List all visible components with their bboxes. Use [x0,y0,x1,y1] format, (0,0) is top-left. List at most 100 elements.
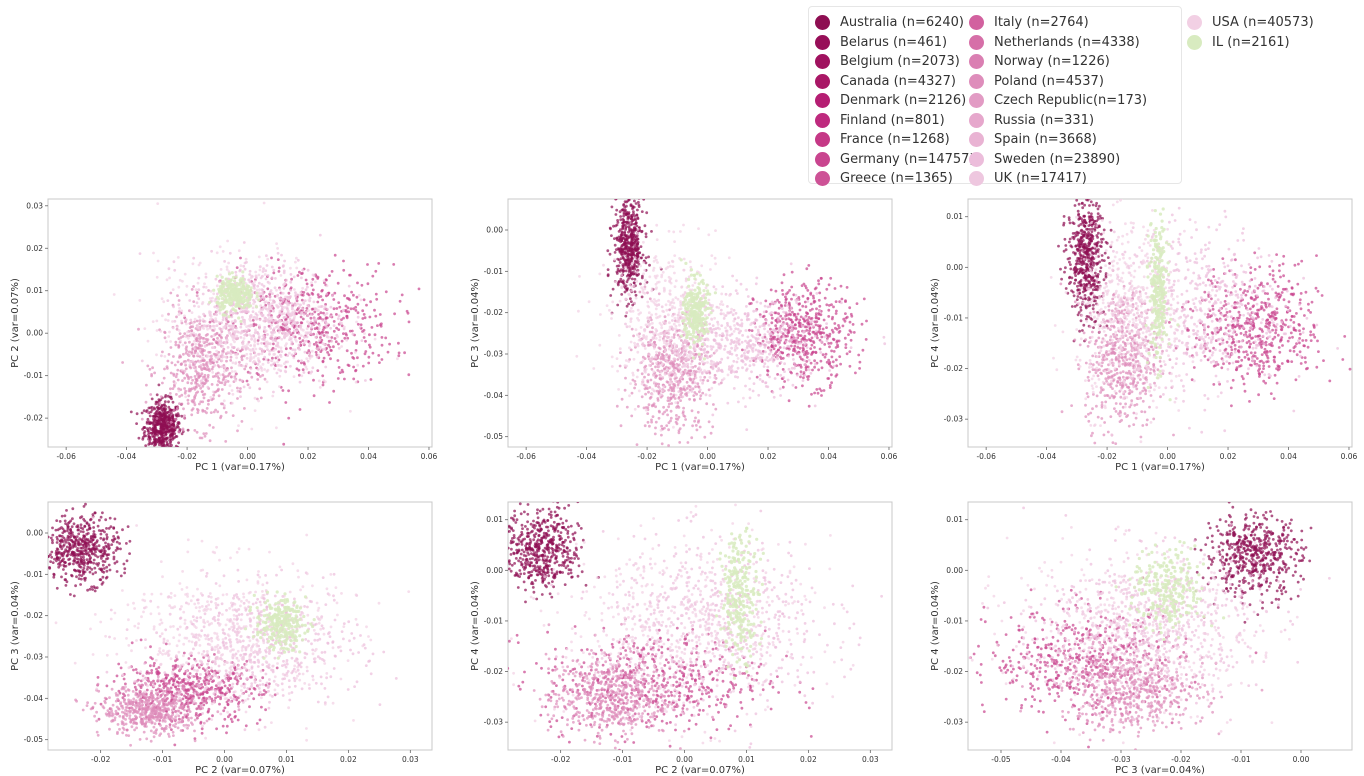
data-point [225,310,229,314]
data-point [207,399,211,402]
data-point [722,334,725,337]
data-point [220,359,224,362]
data-point [218,311,222,315]
data-point [805,311,808,314]
data-point [184,367,188,371]
data-point [806,289,810,292]
legend-item: Czech Republic(n=173) [969,91,1147,111]
data-point [217,379,220,383]
data-point [762,365,766,368]
data-point [196,382,199,386]
data-point [190,408,194,412]
data-point [818,387,822,391]
data-point [167,405,171,409]
data-point [173,363,177,367]
data-point [299,303,302,307]
data-point [308,342,312,345]
data-point [158,422,162,426]
y-tick-label: 0.00 [26,329,43,338]
data-point [777,342,781,346]
data-point [156,259,160,263]
data-point [613,251,617,254]
data-point [786,378,790,382]
data-point [185,284,189,288]
data-point [197,263,201,267]
data-point [225,335,229,339]
data-point [190,381,193,385]
data-point [351,356,355,359]
data-point [635,238,639,242]
data-point [768,375,771,379]
data-point [754,282,758,286]
data-point [349,307,353,311]
data-point [266,313,270,317]
data-point [816,336,819,340]
data-point [645,211,649,215]
data-point [805,355,809,359]
data-point [160,444,164,447]
data-point [207,402,210,406]
data-point [807,264,811,267]
data-point [762,310,766,314]
data-point [176,360,180,364]
data-point [174,340,178,344]
data-point [221,280,225,284]
data-point [768,302,772,306]
data-point [199,386,203,390]
data-point [166,415,170,419]
data-point [796,345,800,349]
data-point [624,163,627,166]
data-point [776,340,780,344]
data-point [740,322,744,326]
data-point [793,323,797,327]
data-point [789,318,792,322]
data-point [151,320,155,323]
data-point [268,352,271,356]
data-point [635,443,639,446]
cluster-1 [741,264,868,408]
data-point [188,309,191,313]
data-point [227,331,231,334]
data-point [849,312,853,316]
data-point [146,364,150,368]
data-point [328,401,331,404]
data-point [746,344,749,348]
data-point [766,369,769,372]
data-point [363,316,367,320]
data-point [248,314,252,318]
data-point [238,378,242,382]
data-point [734,289,738,292]
data-point [270,359,274,363]
data-point [112,293,116,296]
data-point [706,379,710,383]
data-point [361,309,365,313]
data-point [289,273,293,276]
data-point [167,353,171,356]
data-point [748,388,752,391]
data-point [165,430,169,434]
data-point [322,356,326,360]
data-point [257,335,261,339]
data-point [230,271,234,275]
data-point [384,336,388,340]
data-point [193,361,197,365]
data-point [836,343,839,347]
data-point [644,256,648,260]
data-point [281,305,284,309]
data-point [245,352,249,356]
data-point [293,309,297,313]
data-point [771,345,775,348]
data-point [824,352,828,356]
data-point [729,310,733,314]
data-point [208,439,212,443]
data-point [290,305,294,309]
data-point [624,226,627,230]
data-point [210,342,214,345]
data-point [192,285,196,288]
data-point [195,347,199,350]
data-point [321,328,325,331]
data-point [253,280,257,283]
data-point [292,375,296,378]
data-point [798,346,802,350]
data-point [417,287,421,291]
